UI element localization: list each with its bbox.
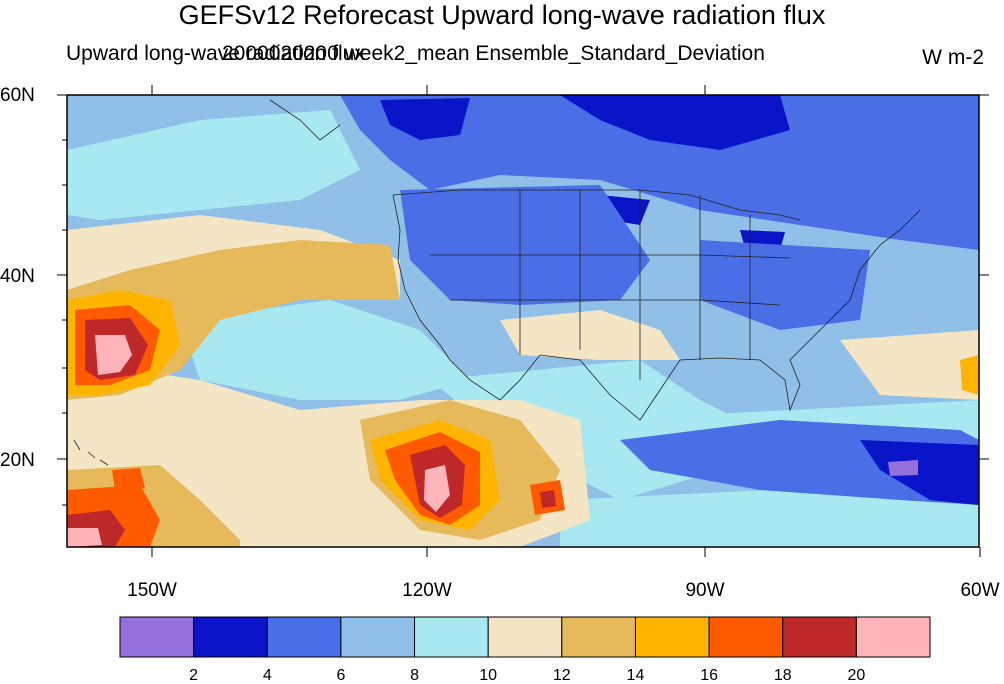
field-yellow-atlantic bbox=[960, 355, 979, 395]
field-orange-spot bbox=[112, 468, 145, 490]
field-blue-east-us bbox=[700, 240, 870, 330]
colorbar: 2 4 6 8 10 12 14 16 18 20 bbox=[119, 616, 931, 684]
colorbar-label: 10 bbox=[479, 667, 497, 684]
state-line-1 bbox=[430, 254, 791, 259]
lat-label-60n: 60N bbox=[0, 85, 35, 106]
colorbar-swatch bbox=[487, 616, 563, 658]
field-pink-tropics bbox=[424, 465, 450, 512]
field-darkblue-canada bbox=[560, 95, 790, 150]
colorbar-swatch bbox=[193, 616, 268, 658]
colorbar-swatch bbox=[340, 616, 416, 658]
field-cyan-mid-pacific bbox=[180, 300, 470, 400]
date-subtitle: 2000020200 week2_mean Ensemble_Standard_… bbox=[222, 42, 765, 65]
colorbar-label: 6 bbox=[336, 667, 345, 684]
lon-label-120w: 120W bbox=[402, 580, 452, 601]
coastlines bbox=[73, 99, 921, 466]
tick-marks bbox=[57, 85, 989, 557]
colorbar-label: 18 bbox=[774, 667, 792, 684]
colorbar-swatch bbox=[119, 616, 195, 658]
colorbar-label: 8 bbox=[410, 667, 419, 684]
field-beige-texas bbox=[500, 310, 680, 360]
field-red-small bbox=[540, 490, 556, 508]
field-beige-atlantic bbox=[840, 330, 979, 400]
colorbar-label: 14 bbox=[627, 667, 645, 684]
field-layer bbox=[67, 95, 979, 547]
lat-label-40n: 40N bbox=[0, 266, 35, 287]
colorbar-label: 4 bbox=[263, 667, 272, 684]
state-lines-vertical bbox=[519, 190, 751, 380]
field-darkblue-tropical bbox=[860, 440, 979, 505]
variable-subtitle: Upward long-wave radiation flux bbox=[66, 42, 365, 65]
field-pink-sw bbox=[67, 528, 102, 547]
field-pink-hawaii-n bbox=[95, 335, 132, 375]
lon-label-90w: 90W bbox=[685, 580, 724, 601]
colorbar-swatch bbox=[782, 616, 857, 658]
colorbar-label: 2 bbox=[189, 667, 198, 684]
field-darkblue-nw bbox=[380, 98, 470, 140]
bc-coast bbox=[269, 99, 341, 141]
state-line-2 bbox=[450, 299, 781, 306]
map-title: GEFSv12 Reforecast Upward long-wave radi… bbox=[178, 0, 826, 30]
plot-frame bbox=[66, 94, 980, 548]
hawaii-islands bbox=[73, 439, 109, 466]
colorbar-label: 20 bbox=[847, 667, 865, 684]
units-label: W m-2 bbox=[922, 46, 984, 69]
colorbar-swatch bbox=[634, 616, 710, 658]
lon-label-60w: 60W bbox=[960, 580, 999, 601]
field-blue-north bbox=[340, 95, 979, 250]
colorbar-label: 12 bbox=[553, 667, 571, 684]
colorbar-swatch bbox=[855, 616, 931, 658]
colorbar-swatch bbox=[266, 616, 342, 658]
coastline-path bbox=[392, 194, 921, 421]
field-purple-tropical bbox=[888, 460, 918, 476]
field-blue-west-us bbox=[400, 185, 650, 305]
field-cyan-north-pacific bbox=[67, 110, 360, 220]
colorbar-swatch bbox=[561, 616, 636, 658]
colorbar-swatch bbox=[414, 616, 489, 658]
lon-label-150w: 150W bbox=[127, 580, 177, 601]
colorbar-label: 16 bbox=[700, 667, 718, 684]
lat-label-20n: 20N bbox=[0, 450, 35, 471]
colorbar-swatch bbox=[708, 616, 784, 658]
